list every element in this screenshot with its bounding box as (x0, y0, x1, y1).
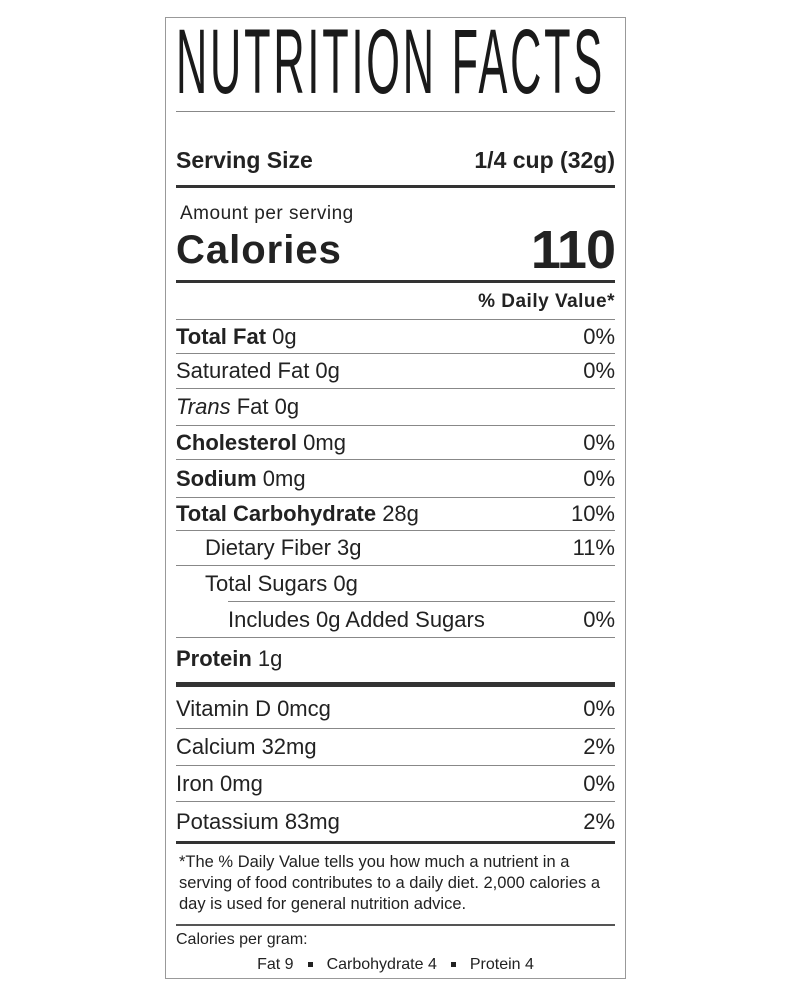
nutrient-name: Saturated Fat 0g (176, 358, 340, 383)
divider (176, 728, 615, 729)
nutrient-name: Cholesterol (176, 429, 298, 455)
nutrient-row-sodium: Sodium 0mg 0% (176, 460, 615, 497)
divider (176, 841, 615, 844)
divider (176, 280, 615, 283)
calories-value: 110 (530, 220, 616, 280)
calories-per-gram-values: Fat 9 Carbohydrate 4 Protein 4 (176, 956, 615, 974)
vitamin-row: Calcium 32mg 2% (176, 729, 615, 765)
calories-per-gram-label: Calories per gram: (176, 931, 308, 948)
divider (176, 319, 615, 320)
nutrient-row-trans-fat: Trans Fat 0g (176, 389, 615, 425)
divider (176, 111, 615, 112)
nutrient-dv: 0% (583, 465, 615, 491)
nutrient-name: Total Fat (176, 323, 267, 349)
nutrient-amount: 1g (257, 646, 283, 671)
vitamin-name: Iron 0mg (176, 771, 263, 796)
nutrient-row-protein: Protein 1g (176, 640, 615, 678)
calories-label: Calories (176, 227, 342, 272)
vitamin-name: Calcium 32mg (176, 734, 317, 759)
nutrient-dv: 10% (570, 501, 615, 526)
nutrient-row-saturated-fat: Saturated Fat 0g 0% (176, 354, 615, 388)
calories-row: Calories 110 (176, 220, 616, 280)
cpg-protein: Protein 4 (469, 956, 534, 973)
nutrient-dv: 0% (583, 606, 615, 632)
vitamin-row: Iron 0mg 0% (176, 766, 615, 802)
nutrient-row-total-carbohydrate: Total Carbohydrate 28g 10% (176, 498, 615, 530)
divider (176, 924, 615, 926)
nutrient-amount: 28g (382, 501, 419, 526)
vitamin-dv: 2% (583, 734, 615, 759)
divider (176, 765, 615, 766)
nutrient-name: Includes 0g Added Sugars (228, 606, 485, 632)
nutrition-label (165, 17, 626, 979)
nutrient-dv: 0% (583, 323, 615, 349)
nutrient-row-cholesterol: Cholesterol 0mg 0% (176, 426, 615, 459)
vitamin-dv: 0% (583, 771, 615, 796)
nutrient-amount: 0mg (262, 465, 306, 491)
nutrient-row-added-sugars: Includes 0g Added Sugars 0% (176, 602, 615, 637)
vitamin-dv: 0% (583, 696, 615, 721)
divider (176, 530, 615, 531)
divider (176, 353, 615, 354)
vitamin-row: Vitamin D 0mcg 0% (176, 690, 615, 728)
divider (176, 637, 615, 638)
nutrient-name-italic: Trans (176, 394, 231, 419)
nutrient-row-total-fat: Total Fat 0g 0% (176, 320, 615, 353)
vitamin-name: Vitamin D 0mcg (176, 696, 331, 721)
vitamin-dv: 2% (583, 809, 615, 834)
daily-value-header-text: % Daily Value* (478, 291, 615, 312)
label-title: NUTRITION FACTS (176, 11, 616, 113)
nutrient-dv: 0% (583, 358, 615, 383)
nutrient-name: Dietary Fiber 3g (205, 535, 362, 560)
divider (176, 459, 615, 460)
divider (176, 388, 615, 389)
nutrient-dv: 11% (572, 535, 615, 560)
nutrient-name: Total Carbohydrate (176, 501, 377, 526)
divider (176, 497, 615, 498)
nutrient-dv: 0% (583, 429, 615, 455)
nutrient-name: Protein (176, 646, 252, 671)
nutrient-name: Total Sugars 0g (205, 570, 358, 596)
vitamin-row: Potassium 83mg 2% (176, 803, 615, 841)
divider-thick (176, 682, 615, 687)
serving-size-row: Serving Size 1/4 cup (32g) (176, 143, 615, 177)
nutrient-name: Sodium (176, 465, 257, 491)
nutrient-row-total-sugars: Total Sugars 0g (176, 566, 615, 601)
cpg-carbohydrate: Carbohydrate 4 (326, 956, 437, 973)
title-text: NUTRITION FACTS (176, 11, 606, 113)
divider (228, 601, 615, 602)
nutrient-amount: 0mg (303, 429, 346, 455)
bullet-icon (307, 962, 313, 968)
amount-per-serving: Amount per serving (180, 203, 354, 224)
divider (176, 801, 615, 802)
serving-size-value: 1/4 cup (32g) (474, 146, 615, 173)
divider (176, 565, 615, 566)
cpg-fat: Fat 9 (257, 956, 294, 973)
footnote: *The % Daily Value tells you how much a … (179, 853, 600, 913)
divider (176, 425, 615, 426)
serving-size-label: Serving Size (176, 146, 313, 173)
nutrient-amount: 0g (272, 323, 297, 349)
divider (176, 185, 615, 188)
nutrient-row-dietary-fiber: Dietary Fiber 3g 11% (176, 531, 615, 565)
vitamin-name: Potassium 83mg (176, 809, 340, 834)
daily-value-header: % Daily Value* (176, 288, 615, 316)
nutrient-name: Fat 0g (236, 394, 300, 419)
bullet-icon (450, 962, 456, 968)
